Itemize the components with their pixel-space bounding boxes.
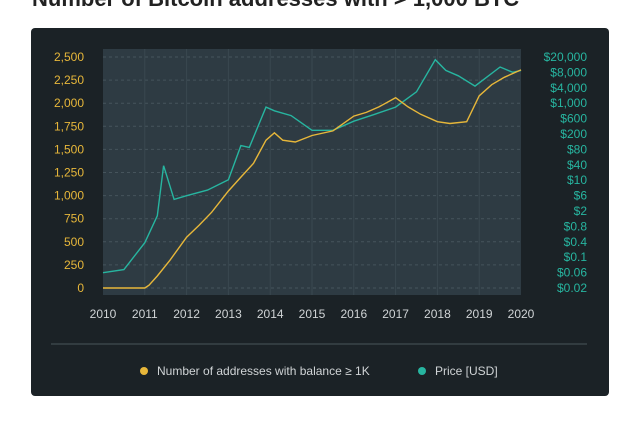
right-tick-label: $40: [567, 158, 587, 172]
addresses-line: [103, 69, 522, 289]
right-tick-label: $0.02: [557, 281, 587, 295]
x-tick-label: 2016: [340, 307, 367, 321]
left-tick-label: 750: [64, 212, 84, 226]
right-tick-label: $8,000: [550, 65, 587, 79]
legend-label-addresses: Number of addresses with balance ≥ 1K: [157, 364, 370, 378]
left-tick-label: 1,250: [54, 166, 84, 180]
chart-card: 0 250 500 750 1,000 1,250 1,500 1,750 2,000 2,250…: [31, 28, 609, 396]
left-tick-label: 1,000: [54, 189, 84, 203]
right-tick-label: $20,000: [544, 50, 588, 64]
x-tick-label: 2015: [299, 307, 326, 321]
right-tick-label: $2: [574, 204, 588, 218]
right-tick-label: $4,000: [550, 81, 587, 95]
right-tick-label: $0.06: [557, 266, 587, 280]
chart-title: Number of Bitcoin addresses with > 1,000…: [32, 0, 519, 12]
left-tick-label: 1,750: [54, 119, 84, 133]
x-tick-label: 2012: [173, 307, 200, 321]
right-tick-label: $10: [567, 173, 587, 187]
legend: Number of addresses with balance ≥ 1K Pr…: [140, 364, 498, 378]
left-tick-label: 2,500: [54, 50, 84, 64]
right-tick-label: $1,000: [550, 96, 587, 110]
legend-marker-price: [418, 367, 426, 375]
left-tick-label: 2,000: [54, 96, 84, 110]
left-tick-label: 250: [64, 258, 84, 272]
price-line: [102, 58, 522, 274]
x-tick-label: 2011: [132, 307, 158, 321]
x-tick-label: 2019: [466, 307, 493, 321]
right-tick-label: $200: [560, 127, 587, 141]
x-tick-label: 2014: [257, 307, 284, 321]
left-tick-label: 500: [64, 235, 84, 249]
x-tick-label: 2013: [215, 307, 242, 321]
left-tick-label: 0: [77, 281, 84, 295]
left-tick-label: 1,500: [54, 142, 84, 156]
right-tick-label: $0.8: [564, 219, 588, 233]
x-tick-label: 2017: [382, 307, 409, 321]
right-tick-label: $0.4: [564, 235, 588, 249]
right-tick-label: $600: [560, 112, 587, 126]
right-tick-label: $6: [574, 189, 588, 203]
right-tick-label: $0.1: [564, 250, 588, 264]
x-tick-label: 2018: [424, 307, 451, 321]
x-tick-label: 2020: [508, 307, 535, 321]
legend-marker-addresses: [140, 367, 148, 375]
legend-label-price: Price [USD]: [435, 364, 498, 378]
x-tick-label: 2010: [90, 307, 117, 321]
right-tick-label: $80: [567, 142, 587, 156]
left-tick-label: 2,250: [54, 73, 84, 87]
chart: 0 250 500 750 1,000 1,250 1,500 1,750 2,000 2,250…: [51, 49, 588, 378]
